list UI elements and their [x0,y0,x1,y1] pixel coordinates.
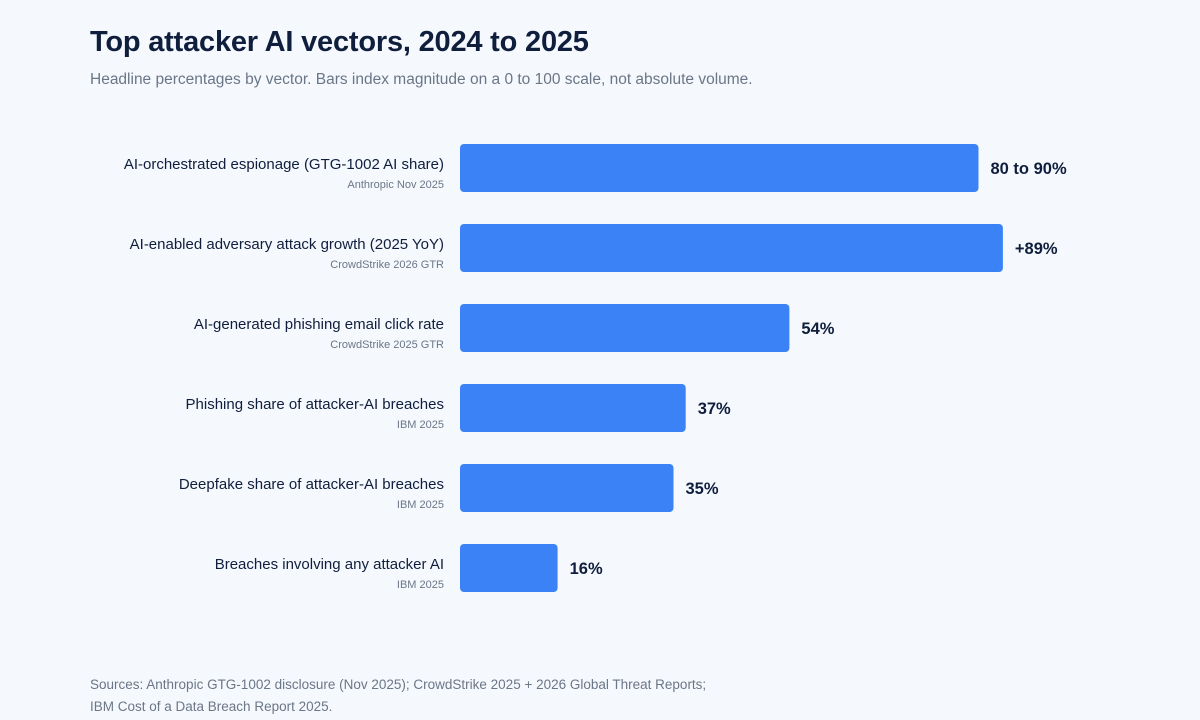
chart-subtitle: Headline percentages by vector. Bars ind… [90,71,753,88]
sources-note: Sources: Anthropic GTG-1002 disclosure (… [90,674,706,718]
bar-5 [460,464,674,512]
source-label-1: Anthropic Nov 2025 [347,179,444,191]
value-label-5: 35% [686,480,719,498]
bar-4 [460,384,686,432]
source-label-6: IBM 2025 [397,579,444,591]
chart-title: Top attacker AI vectors, 2024 to 2025 [90,26,589,58]
source-label-3: CrowdStrike 2025 GTR [330,339,444,351]
category-label-1: AI-orchestrated espionage (GTG-1002 AI s… [124,156,444,173]
value-label-1: 80 to 90% [991,160,1067,178]
value-label-4: 37% [698,400,731,418]
bar-2 [460,224,1003,272]
category-label-2: AI-enabled adversary attack growth (2025… [130,236,444,253]
bar-6 [460,544,558,592]
value-label-2: +89% [1015,240,1058,258]
sources-line-2: IBM Cost of a Data Breach Report 2025. [90,699,333,714]
sources-line-1: Sources: Anthropic GTG-1002 disclosure (… [90,677,707,692]
source-label-5: IBM 2025 [397,499,444,511]
category-label-4: Phishing share of attacker-AI breaches [186,396,444,413]
value-label-3: 54% [801,320,834,338]
category-label-5: Deepfake share of attacker-AI breaches [179,476,444,493]
category-label-6: Breaches involving any attacker AI [215,556,444,573]
bar-1 [460,144,979,192]
value-label-6: 16% [570,560,603,578]
source-label-2: CrowdStrike 2026 GTR [330,259,444,271]
bar-3 [460,304,790,352]
source-label-4: IBM 2025 [397,419,444,431]
category-label-3: AI-generated phishing email click rate [194,316,444,333]
